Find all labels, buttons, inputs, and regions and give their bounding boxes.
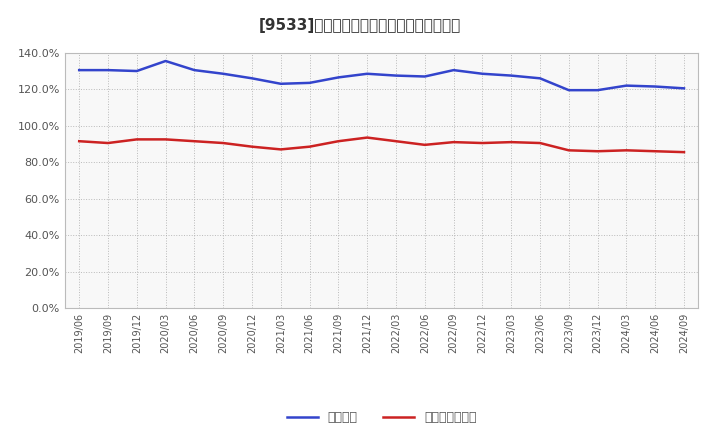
固定比率 [75,67,84,73]
固定比率 [622,83,631,88]
固定長期適合率 [75,139,84,144]
固定長期適合率 [593,149,602,154]
固定長期適合率 [363,135,372,140]
固定比率 [104,67,112,73]
Line: 固定長期適合率: 固定長期適合率 [79,138,684,152]
固定比率 [363,71,372,77]
固定比率 [593,88,602,93]
固定比率 [161,59,170,64]
固定長期適合率 [161,137,170,142]
固定比率 [680,86,688,91]
固定比率 [305,80,314,85]
固定長期適合率 [392,139,400,144]
Text: [9533]　固定比率、固定長期適合率の推移: [9533] 固定比率、固定長期適合率の推移 [259,18,461,33]
固定長期適合率 [622,148,631,153]
固定長期適合率 [564,148,573,153]
固定比率 [651,84,660,89]
固定長期適合率 [248,144,256,149]
固定長期適合率 [478,140,487,146]
固定長期適合率 [104,140,112,146]
固定比率 [507,73,516,78]
固定長期適合率 [651,149,660,154]
固定比率 [449,67,458,73]
固定比率 [564,88,573,93]
固定比率 [248,76,256,81]
固定比率 [190,67,199,73]
固定長期適合率 [276,147,285,152]
固定比率 [334,75,343,80]
固定長期適合率 [334,139,343,144]
固定比率 [219,71,228,77]
固定長期適合率 [219,140,228,146]
固定長期適合率 [190,139,199,144]
固定比率 [132,68,141,73]
固定長期適合率 [305,144,314,149]
固定比率 [536,76,544,81]
固定比率 [420,74,429,79]
Legend: 固定比率, 固定長期適合率: 固定比率, 固定長期適合率 [282,407,482,429]
固定長期適合率 [420,142,429,147]
固定比率 [392,73,400,78]
固定長期適合率 [132,137,141,142]
固定長期適合率 [449,139,458,145]
固定比率 [276,81,285,86]
Line: 固定比率: 固定比率 [79,61,684,90]
固定長期適合率 [507,139,516,145]
固定長期適合率 [680,150,688,155]
固定比率 [478,71,487,77]
固定長期適合率 [536,140,544,146]
